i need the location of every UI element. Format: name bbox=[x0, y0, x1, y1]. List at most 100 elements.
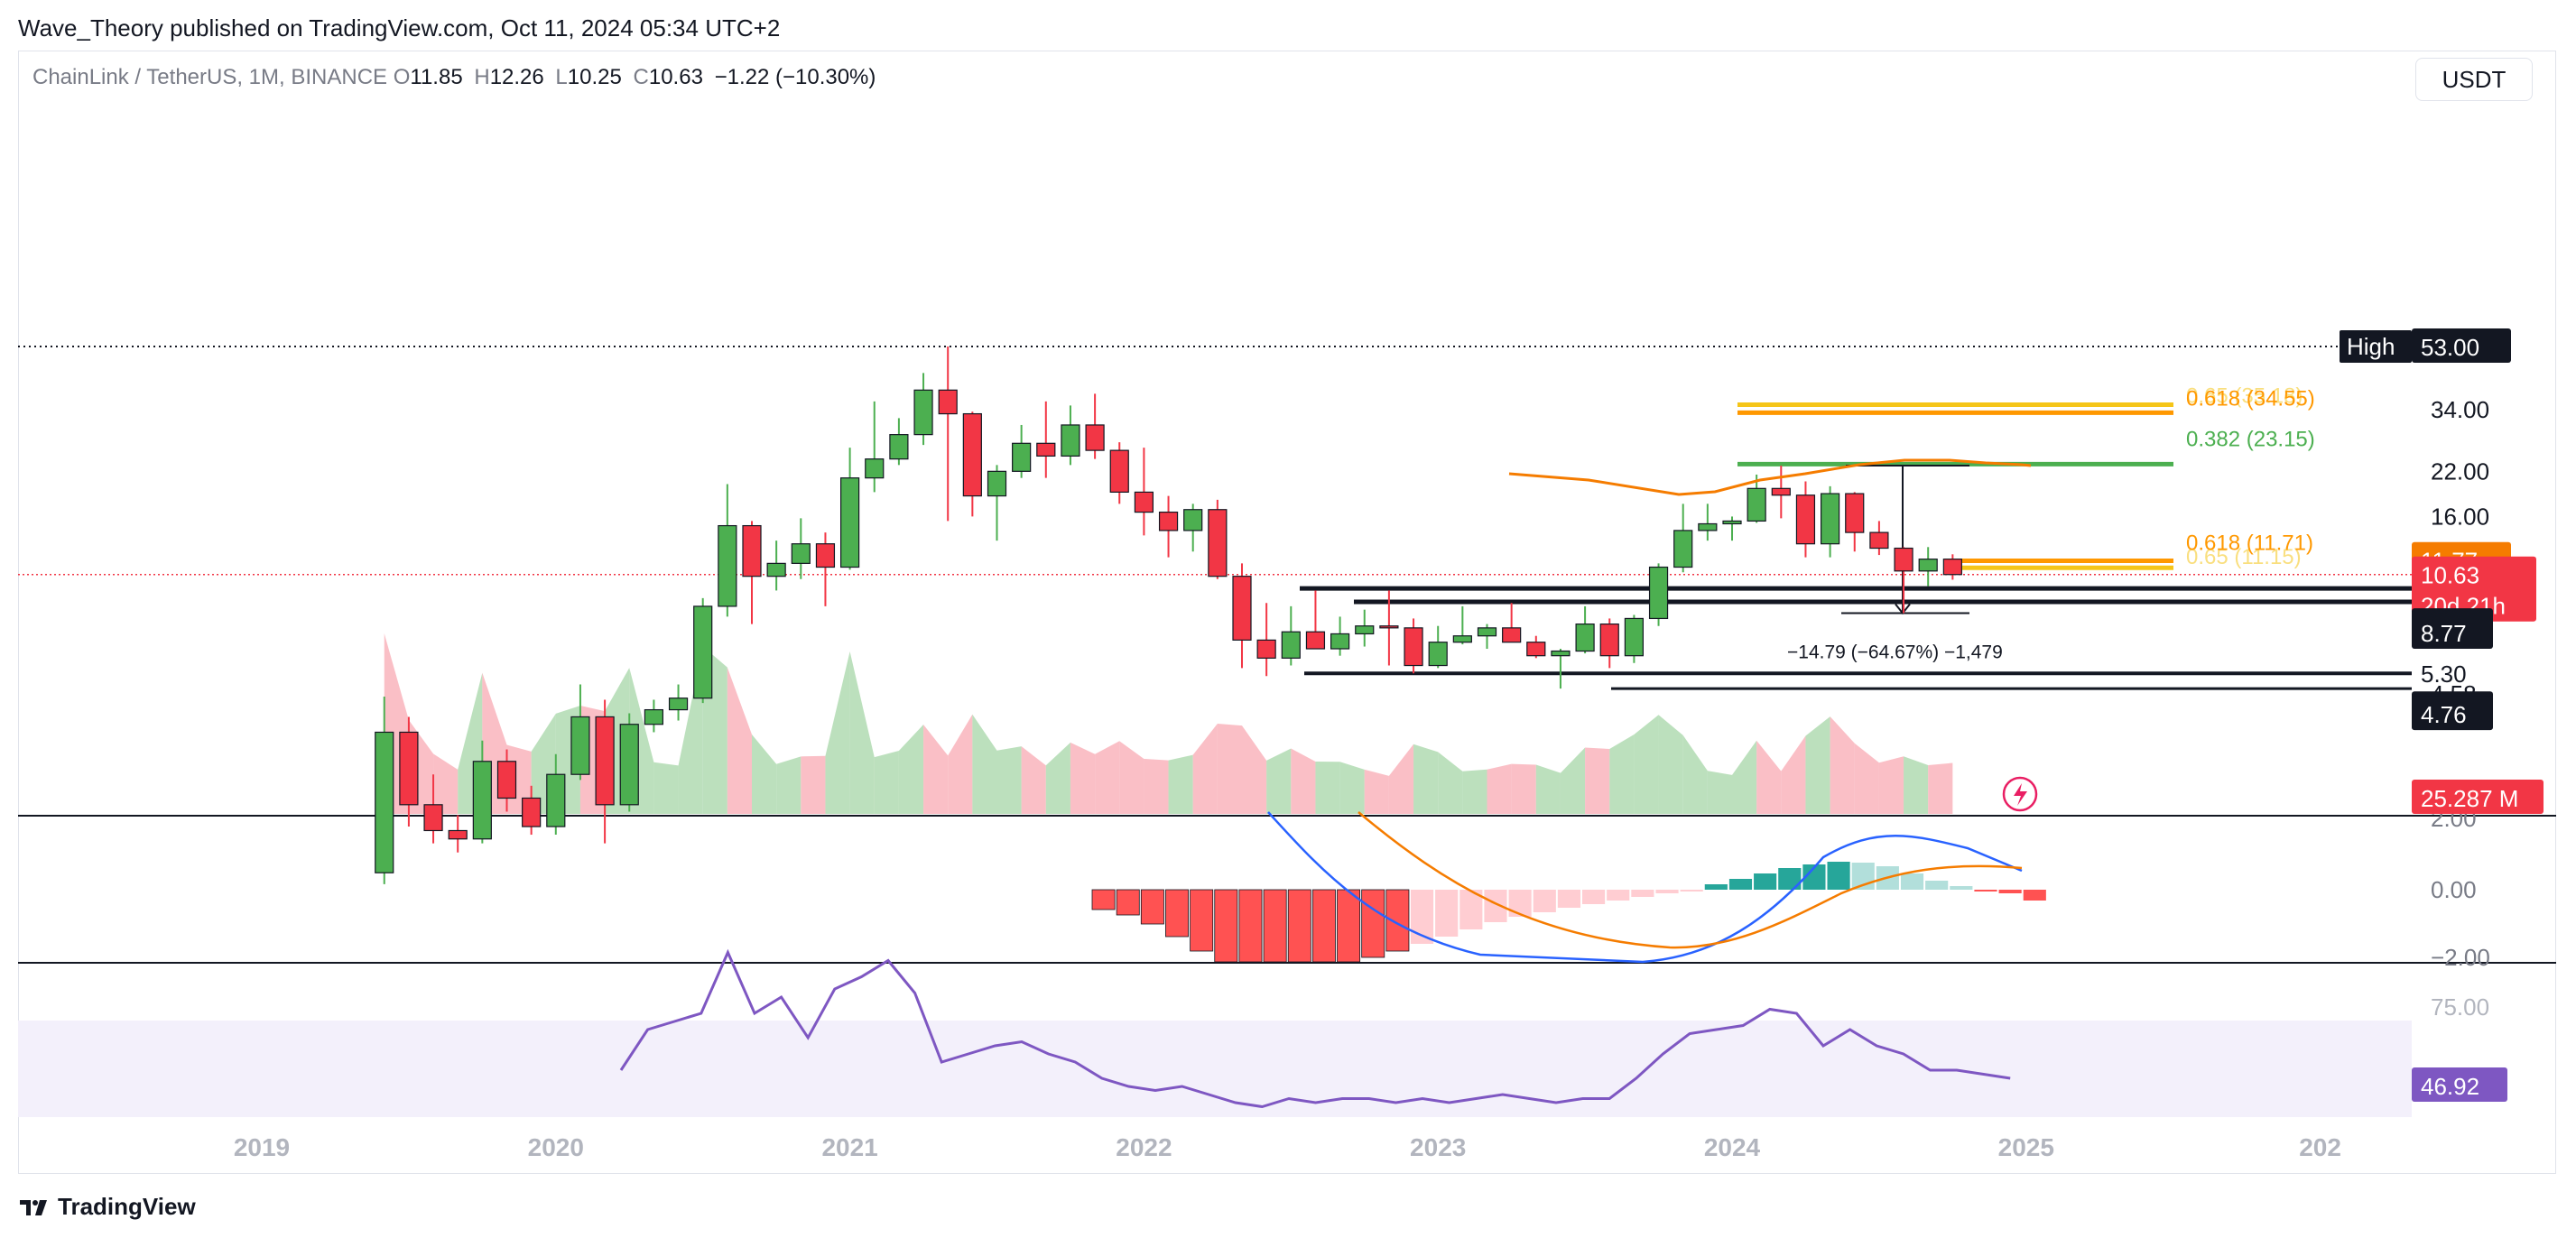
candle-up bbox=[472, 761, 492, 840]
macd-histogram-bar bbox=[1655, 890, 1679, 893]
volume-bar bbox=[776, 756, 802, 814]
last-price-tag-bg bbox=[2412, 556, 2536, 622]
volume-bar bbox=[1928, 762, 1953, 814]
currency-button[interactable]: USDT bbox=[2415, 58, 2533, 101]
macd-histogram-bar bbox=[1165, 889, 1189, 938]
high-value-label: 53.00 bbox=[2421, 334, 2479, 361]
candle-down bbox=[595, 716, 615, 806]
volume-bar bbox=[1168, 754, 1193, 814]
x-tick-label: 2021 bbox=[821, 1133, 877, 1161]
candle-down bbox=[423, 804, 443, 832]
tradingview-logo[interactable]: TradingView bbox=[18, 1193, 196, 1221]
candle-down bbox=[1869, 531, 1889, 550]
candle-up bbox=[1428, 642, 1448, 667]
y-tick-label: 16.00 bbox=[2431, 503, 2489, 530]
volume-bar bbox=[1756, 740, 1782, 814]
volume-bar bbox=[1707, 771, 1732, 814]
macd-histogram-bar bbox=[1190, 889, 1214, 952]
macd-histogram-bar bbox=[1557, 890, 1580, 908]
macd-histogram-bar bbox=[1435, 890, 1459, 937]
support-label-8-77-bg bbox=[2412, 614, 2493, 649]
volume-bar bbox=[898, 725, 924, 814]
x-tick-label: 2020 bbox=[528, 1133, 584, 1161]
macd-histogram-bar bbox=[1582, 890, 1606, 904]
candle-down bbox=[522, 797, 542, 827]
volume-value-label: 25.287 M bbox=[2421, 785, 2518, 812]
rsi-band bbox=[18, 1021, 2412, 1117]
candle-down bbox=[1232, 576, 1252, 641]
volume-bar bbox=[1291, 748, 1316, 814]
candle-up bbox=[1648, 566, 1669, 620]
candle-down bbox=[1795, 494, 1816, 545]
volume-bar bbox=[433, 753, 459, 814]
candle-up bbox=[791, 543, 811, 564]
volume-bar bbox=[1217, 724, 1242, 814]
volume-bar bbox=[1805, 716, 1830, 814]
low-key: L bbox=[555, 65, 568, 89]
candle-up bbox=[839, 477, 860, 568]
volume-bar bbox=[972, 714, 997, 814]
high-tag-bg bbox=[2340, 330, 2412, 364]
candle-down bbox=[1942, 559, 1962, 576]
volume-bar bbox=[1192, 724, 1218, 814]
x-tick-label: 202 bbox=[2299, 1133, 2341, 1161]
volume-bar bbox=[1904, 756, 1929, 814]
macd-histogram-bar bbox=[1827, 862, 1850, 890]
x-tick-label: 2025 bbox=[1998, 1133, 2054, 1161]
volume-bar bbox=[1339, 762, 1365, 814]
macd-signal-line bbox=[1357, 811, 2023, 949]
support-label-5-30-plain: 5.30 bbox=[2421, 661, 2467, 688]
candle-up bbox=[1918, 559, 1938, 572]
candle-down bbox=[448, 829, 468, 840]
candle-up bbox=[766, 562, 786, 577]
candle-up bbox=[718, 524, 737, 607]
candle-up bbox=[1575, 623, 1595, 652]
macd-histogram-bar bbox=[1925, 881, 1949, 890]
candle-up bbox=[1551, 650, 1571, 657]
candle-up bbox=[668, 698, 689, 711]
macd-histogram-bar bbox=[1998, 890, 2022, 893]
volume-bar bbox=[923, 725, 949, 814]
support-label-4-76-bg bbox=[2412, 696, 2493, 731]
rsi-line bbox=[619, 948, 2011, 1109]
candle-up bbox=[546, 773, 566, 827]
rsi-value-label: 46.92 bbox=[2421, 1073, 2479, 1100]
volume-bar bbox=[1535, 764, 1561, 814]
macd-histogram-bar bbox=[1704, 884, 1728, 890]
close-value: 10.63 bbox=[648, 65, 703, 89]
candle-down bbox=[399, 731, 419, 806]
high-key: H bbox=[474, 65, 490, 89]
publish-info: Wave_Theory published on TradingView.com… bbox=[18, 14, 781, 42]
fib-label-0382: 0.382 (23.15) bbox=[2186, 427, 2315, 451]
brand-name: TradingView bbox=[58, 1193, 196, 1220]
close-key: C bbox=[633, 65, 649, 89]
macd-histogram-bar bbox=[1680, 890, 1703, 892]
candle-up bbox=[375, 731, 394, 873]
measure-arrow-icon bbox=[1895, 603, 1911, 615]
macd-histogram-bar bbox=[1311, 889, 1336, 963]
volume-bar bbox=[1511, 763, 1536, 814]
candle-up bbox=[1012, 442, 1032, 472]
rsi-value-label-bg bbox=[2412, 1067, 2507, 1102]
candle-up bbox=[619, 724, 639, 806]
volume-bar bbox=[1830, 716, 1855, 814]
volume-bar bbox=[1438, 752, 1463, 814]
candle-down bbox=[1845, 493, 1865, 533]
candle-down bbox=[1599, 623, 1619, 657]
candle-up bbox=[693, 605, 713, 699]
high-tag-label: High bbox=[2347, 333, 2395, 360]
volume-bar bbox=[801, 755, 826, 814]
candle-down bbox=[1305, 631, 1326, 650]
candle-down bbox=[1208, 509, 1228, 577]
candle-down bbox=[1502, 627, 1522, 643]
candle-up bbox=[1477, 627, 1497, 637]
macd-histogram-bar bbox=[2023, 890, 2046, 901]
macd-histogram-bar bbox=[1214, 889, 1238, 963]
macd-histogram-bar bbox=[1974, 890, 1997, 892]
high-value-label-bg bbox=[2412, 328, 2511, 364]
macd-histogram-bar bbox=[1900, 873, 1924, 890]
open-key: O bbox=[393, 65, 411, 89]
macd-histogram-bar bbox=[1091, 889, 1116, 910]
volume-bar bbox=[1609, 734, 1635, 814]
